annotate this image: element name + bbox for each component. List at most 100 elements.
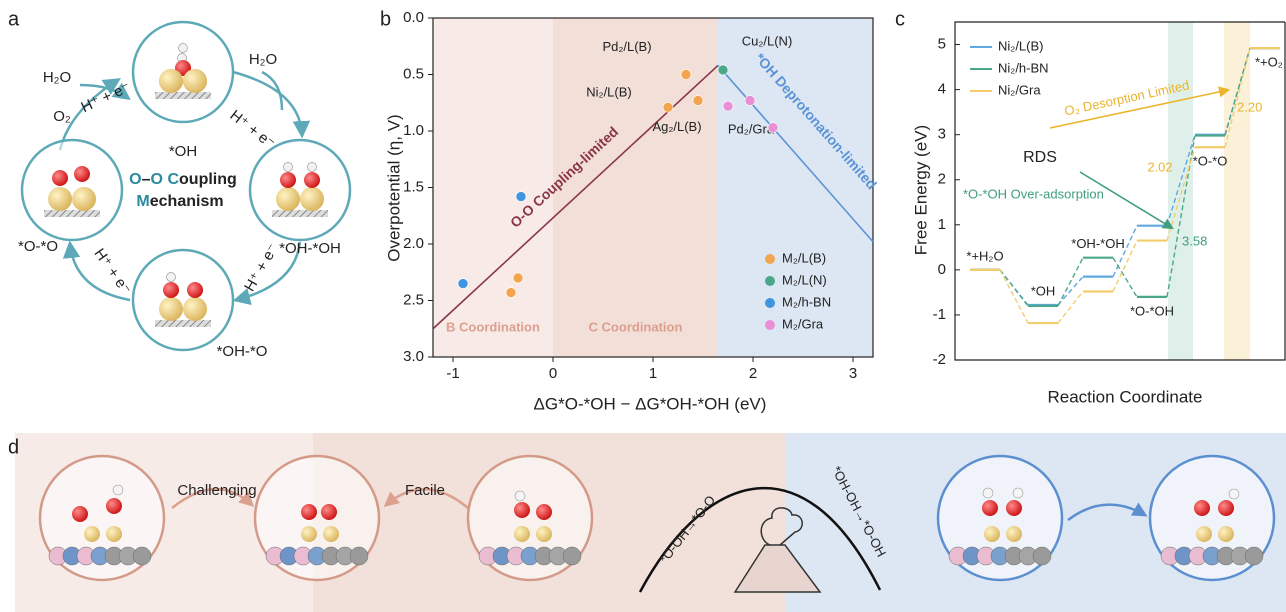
state-label: *OH (1031, 283, 1056, 298)
data-point (513, 273, 523, 283)
y-tick-label: 4 (938, 81, 946, 98)
panel-label: d (8, 436, 19, 458)
cycle-label: *O-*O (18, 238, 58, 255)
oxygen-atom (982, 500, 998, 516)
oxygen-atom (1218, 500, 1234, 516)
page: { "panel_labels": ["a", "b", "c", "d"], … (0, 0, 1286, 612)
oxygen-atom (72, 506, 88, 522)
legend-label: M₂/L(N) (782, 272, 827, 287)
metal-atom (183, 69, 207, 93)
data-point (681, 70, 691, 80)
data-point (516, 192, 526, 202)
cycle-label: O₂ (53, 108, 71, 125)
legend-label: Ni₂/Gra (998, 82, 1041, 97)
oxygen-atom (1006, 500, 1022, 516)
oxygen-atom (280, 172, 296, 188)
connector (1000, 270, 1028, 306)
annotation: 3.58 (1182, 233, 1207, 248)
metal-atom (536, 526, 552, 542)
connector (1000, 270, 1028, 323)
point-label: Ag₂/L(B) (652, 119, 701, 134)
cycle-label: H₂O (43, 69, 71, 86)
slab-atom (133, 547, 151, 565)
surface (155, 320, 211, 327)
legend-label: M₂/h-BN (782, 294, 831, 309)
y-tick-label: 0.0 (403, 9, 424, 26)
y-tick-label: -1 (933, 306, 946, 323)
annotation: 2.02 (1147, 159, 1172, 174)
point-label: Pd₂/L(B) (602, 39, 651, 54)
oxygen-atom (74, 166, 90, 182)
cycle-label: *OH-*OH (279, 240, 341, 257)
process-caption: Facile (405, 482, 445, 499)
hydrogen-atom (167, 273, 176, 282)
oxygen-atom (106, 498, 122, 514)
y-tick-label: 1.0 (403, 122, 424, 139)
y-tick-label: 0.5 (403, 65, 424, 82)
data-point (458, 279, 468, 289)
oxygen-atom (1194, 500, 1210, 516)
metal-atom (159, 297, 183, 321)
slab-atom (1033, 547, 1051, 565)
metal-atom (159, 69, 183, 93)
arrow (262, 72, 282, 110)
mechanism-title: Mechanism (136, 193, 223, 210)
cycle-label: H₂O (249, 51, 277, 68)
metal-atom (1006, 526, 1022, 542)
annotation: RDS (1023, 149, 1057, 166)
slab-atom (563, 547, 581, 565)
hydrogen-atom (113, 485, 123, 495)
y-tick-label: 5 (938, 36, 946, 53)
x-axis-label: ΔG*O-*OH − ΔG*OH-*OH (eV) (534, 394, 767, 413)
metal-atom (276, 187, 300, 211)
connector (1000, 270, 1028, 305)
x-tick-label: 2 (749, 365, 757, 382)
y-tick-label: 3 (938, 126, 946, 143)
annotation: 2.20 (1237, 99, 1262, 114)
annotation: *O-*OH Over-adsorption (963, 186, 1104, 201)
oxygen-atom (301, 504, 317, 520)
region (553, 18, 718, 357)
slab-atom (1245, 547, 1263, 565)
metal-atom (323, 526, 339, 542)
connector (1113, 258, 1137, 297)
state-label: *+H₂O (966, 248, 1003, 263)
cycle-label: H⁺ + e⁻ (91, 245, 135, 297)
hydrogen-atom (179, 44, 188, 53)
oxygen-atom (536, 504, 552, 520)
y-tick-label: 2.5 (403, 291, 424, 308)
data-point (663, 102, 673, 112)
metal-atom (1218, 526, 1234, 542)
point-label: Pd₂/Gra (728, 122, 775, 137)
surface (155, 92, 211, 99)
data-point (718, 65, 728, 75)
rds-band (1224, 22, 1250, 360)
legend-marker (765, 254, 775, 264)
x-tick-label: 1 (649, 365, 657, 382)
mechanism-title: O–O Coupling (129, 171, 237, 188)
legend-marker (765, 298, 775, 308)
cycle-label: *OH (169, 143, 197, 160)
region (433, 18, 553, 357)
metal-atom (72, 187, 96, 211)
oxygen-atom (321, 504, 337, 520)
legend-label: Ni₂/h-BN (998, 60, 1049, 75)
data-point (768, 123, 778, 133)
figure: abcdH₂OH⁺ + e⁻*OHH₂OH⁺ + e⁻O₂*O-*O*OH-*O… (0, 0, 1286, 612)
hydrogen-atom (1013, 488, 1023, 498)
surface (272, 210, 328, 217)
data-point (723, 101, 733, 111)
hydrogen-atom (983, 488, 993, 498)
panel-label: c (895, 8, 905, 30)
connector (1058, 291, 1083, 323)
panel-label: a (8, 8, 20, 30)
point-label: Cu₂/L(N) (742, 33, 793, 48)
legend-label: Ni₂/L(B) (998, 38, 1044, 53)
frame-circle (250, 140, 350, 240)
surface (44, 210, 100, 217)
legend-marker (765, 320, 775, 330)
metal-atom (84, 526, 100, 542)
y-tick-label: 2.0 (403, 235, 424, 252)
metal-atom (984, 526, 1000, 542)
y-tick-label: 2 (938, 171, 946, 188)
